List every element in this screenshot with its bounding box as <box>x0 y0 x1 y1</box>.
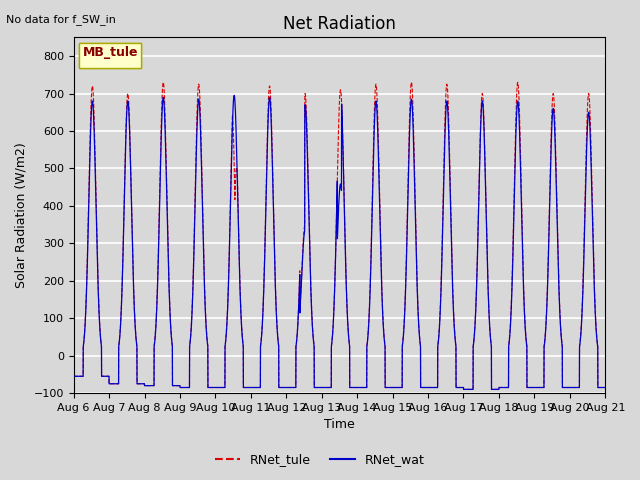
RNet_tule <box>70 373 77 379</box>
RNet_tule <box>460 386 467 392</box>
RNet_tule <box>489 386 497 392</box>
RNet_wat <box>165 288 173 294</box>
RNet_tule <box>429 384 437 390</box>
Legend: RNet_tule, RNet_wat: RNet_tule, RNet_wat <box>210 448 430 471</box>
RNet_tule <box>166 288 173 294</box>
Line: RNet_tule: RNet_tule <box>74 82 605 389</box>
RNet_tule <box>159 79 167 85</box>
RNet_wat <box>601 384 609 390</box>
RNet_tule <box>319 384 327 390</box>
X-axis label: Time: Time <box>324 419 355 432</box>
Text: No data for f_SW_in: No data for f_SW_in <box>6 14 116 25</box>
Y-axis label: Solar Radiation (W/m2): Solar Radiation (W/m2) <box>15 143 28 288</box>
RNet_wat <box>460 386 467 392</box>
Title: Net Radiation: Net Radiation <box>283 15 396 33</box>
Legend:  <box>79 43 141 68</box>
RNet_wat <box>429 384 437 390</box>
RNet_wat <box>489 386 497 392</box>
Line: RNet_wat: RNet_wat <box>74 96 605 389</box>
RNet_tule <box>602 384 609 390</box>
RNet_wat <box>230 93 238 98</box>
RNet_wat <box>70 373 77 379</box>
RNet_tule <box>459 384 467 390</box>
RNet_wat <box>459 384 467 390</box>
RNet_tule <box>601 384 609 390</box>
RNet_wat <box>602 384 609 390</box>
RNet_wat <box>319 384 327 390</box>
